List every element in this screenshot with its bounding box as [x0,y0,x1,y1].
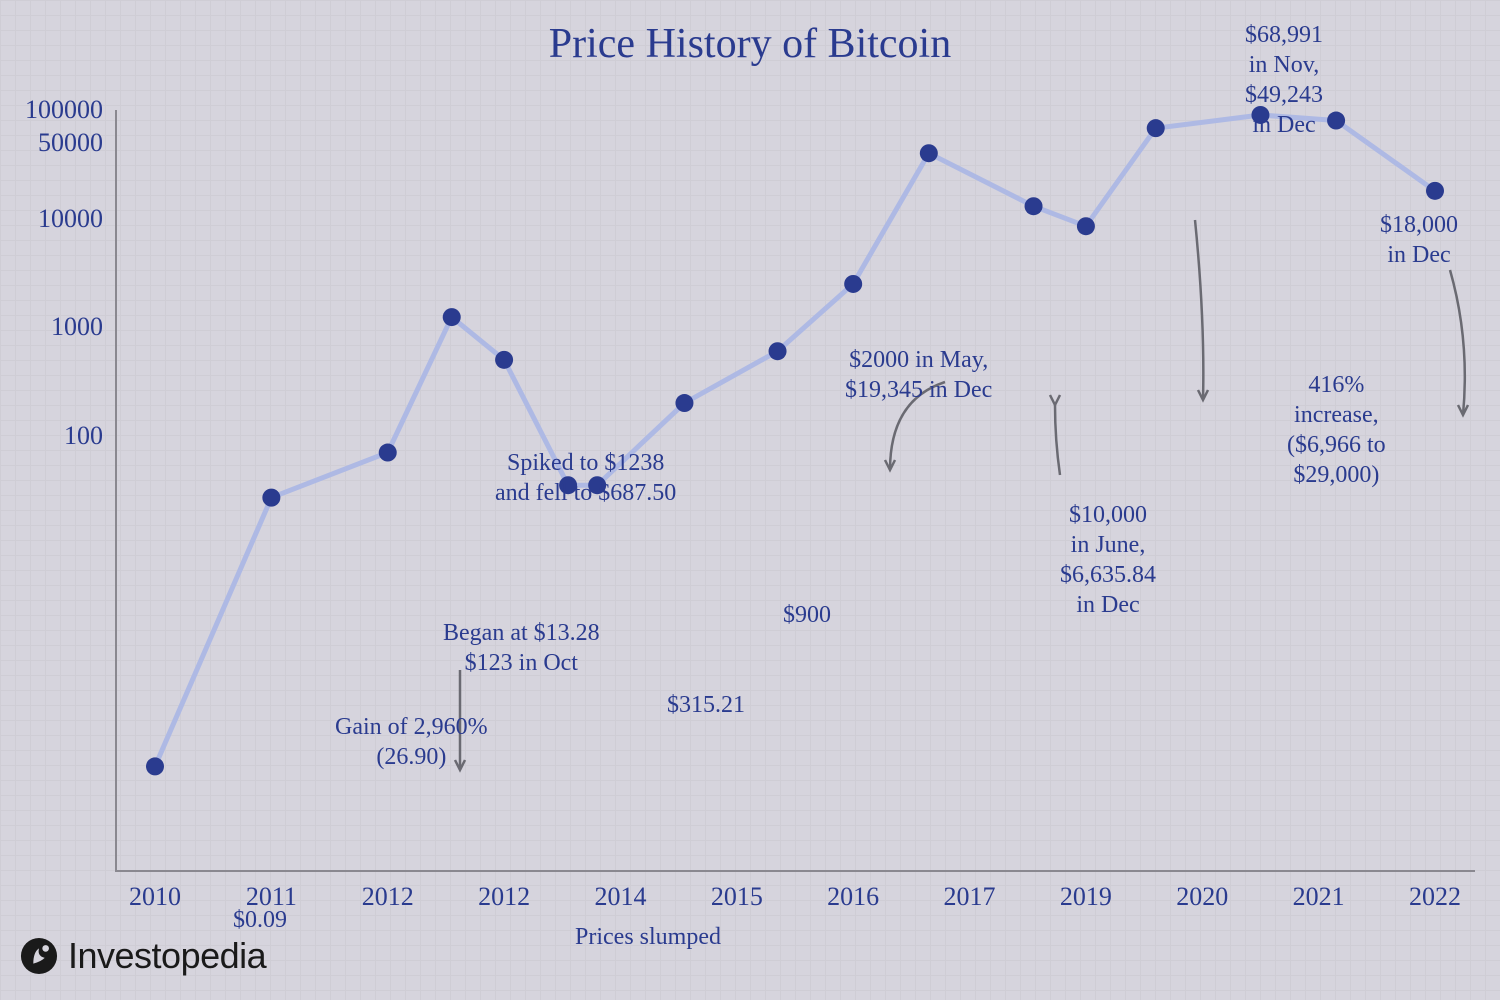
y-tick-label: 50000 [38,128,103,158]
annotation-label: Gain of 2,960% (26.90) [335,712,488,772]
y-tick-label: 100000 [25,95,103,125]
annotation-arrow [1450,270,1465,415]
x-tick-label: 2010 [129,882,181,912]
x-axis [115,870,1475,872]
x-tick-label: 2016 [827,882,879,912]
annotation-arrow [1055,405,1060,475]
annotation-label: $68,991 in Nov, $49,243 in Dec [1245,20,1323,140]
y-tick-label: 10000 [38,204,103,234]
annotation-label: $315.21 [667,690,745,720]
x-tick-label: 2022 [1409,882,1461,912]
annotation-label: $18,000 in Dec [1380,210,1458,270]
price-line [155,115,1435,766]
brand-name: Investopedia [68,935,266,977]
line-svg [115,110,1475,870]
data-point [1077,217,1095,235]
data-point [495,351,513,369]
y-axis [115,110,117,870]
data-point [920,144,938,162]
data-point [1025,197,1043,215]
arrow-head-icon [1050,395,1060,405]
data-point [1426,182,1444,200]
annotation-label: $0.09 [233,905,287,935]
x-tick-label: 2012 [478,882,530,912]
brand-logo: Investopedia [20,935,266,977]
annotation-label: 416% increase, ($6,966 to $29,000) [1287,370,1386,490]
x-tick-label: 2017 [944,882,996,912]
x-tick-label: 2014 [594,882,646,912]
data-point [146,757,164,775]
chart-canvas: Price History of Bitcoin Investopedia 10… [0,0,1500,1000]
annotation-label: $2000 in May, $19,345 in Dec [845,345,992,405]
data-point [262,489,280,507]
y-tick-label: 100 [64,421,103,451]
annotation-arrow [1195,220,1203,400]
x-tick-label: 2021 [1293,882,1345,912]
annotation-label: $900 [783,600,831,630]
y-tick-label: 1000 [51,312,103,342]
x-tick-label: 2015 [711,882,763,912]
data-point [443,308,461,326]
x-tick-label: 2012 [362,882,414,912]
annotation-label: Prices slumped [575,922,721,952]
x-tick-label: 2020 [1176,882,1228,912]
data-point [379,444,397,462]
data-point [1327,112,1345,130]
data-point [769,342,787,360]
x-tick-label: 2019 [1060,882,1112,912]
data-point [844,275,862,293]
investopedia-icon [20,937,58,975]
annotation-label: Began at $13.28 $123 in Oct [443,618,600,678]
plot-area [115,110,1475,870]
annotation-label: Spiked to $1238 and fell to $687.50 [495,448,676,508]
data-point [1147,119,1165,137]
data-point [675,394,693,412]
annotation-label: $10,000 in June, $6,635.84 in Dec [1060,500,1156,620]
